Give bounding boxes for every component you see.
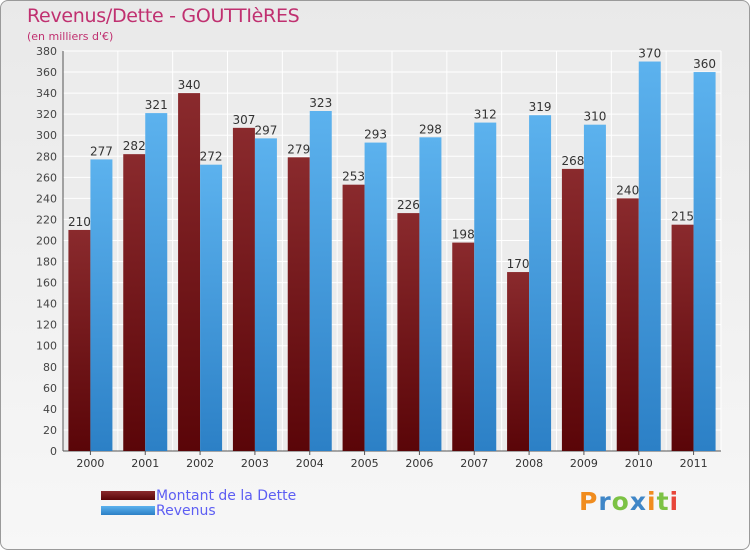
data-label-revenue: 323 bbox=[309, 96, 332, 110]
bar-debt bbox=[616, 198, 639, 451]
bar-revenue bbox=[364, 142, 387, 451]
y-tick-label: 80 bbox=[43, 361, 57, 374]
y-tick-label: 360 bbox=[36, 66, 57, 79]
bar-debt bbox=[68, 229, 91, 451]
data-label-revenue: 321 bbox=[145, 98, 168, 112]
bar-debt bbox=[397, 213, 420, 451]
data-label-revenue: 310 bbox=[583, 110, 606, 124]
chart-subtitle: (en milliers d'€) bbox=[27, 30, 114, 43]
data-label-revenue: 297 bbox=[254, 123, 277, 137]
bar-debt bbox=[561, 168, 584, 452]
legend-swatch-revenue bbox=[101, 506, 155, 515]
legend-label-debt: Montant de la Dette bbox=[156, 488, 297, 504]
bar-revenue bbox=[529, 115, 552, 452]
bar-debt bbox=[232, 127, 255, 451]
y-tick-label: 220 bbox=[36, 213, 57, 226]
y-tick-label: 160 bbox=[36, 277, 57, 290]
y-tick-label: 340 bbox=[36, 87, 57, 100]
bar-debt bbox=[178, 93, 201, 452]
bar-debt bbox=[123, 154, 146, 451]
x-tick-label: 2006 bbox=[405, 457, 433, 470]
bar-revenue bbox=[200, 164, 223, 451]
y-tick-label: 260 bbox=[36, 171, 57, 184]
bar-revenue bbox=[90, 159, 113, 451]
bar-revenue bbox=[693, 72, 716, 451]
y-tick-label: 320 bbox=[36, 108, 57, 121]
x-tick-label: 2002 bbox=[186, 457, 214, 470]
logo-letter: i bbox=[669, 487, 680, 516]
y-tick-label: 0 bbox=[50, 445, 57, 458]
x-tick-label: 2000 bbox=[76, 457, 104, 470]
bar-revenue bbox=[254, 138, 277, 452]
y-tick-label: 240 bbox=[36, 192, 57, 205]
bar-revenue bbox=[474, 122, 497, 451]
chart-title: Revenus/Dette - GOUTTIèRES bbox=[27, 5, 300, 27]
data-label-debt: 226 bbox=[397, 198, 420, 212]
data-label-revenue: 360 bbox=[693, 57, 716, 71]
data-label-debt: 240 bbox=[616, 183, 639, 197]
data-label-debt: 307 bbox=[232, 113, 255, 127]
y-tick-label: 180 bbox=[36, 256, 57, 269]
y-tick-label: 100 bbox=[36, 340, 57, 353]
y-tick-label: 60 bbox=[43, 382, 57, 395]
bar-debt bbox=[287, 157, 310, 451]
bar-debt bbox=[507, 272, 530, 451]
logo-letter: P bbox=[579, 487, 599, 516]
bar-revenue bbox=[583, 124, 606, 452]
logo-letter: x bbox=[629, 487, 647, 516]
legend-swatch-debt bbox=[101, 491, 155, 500]
y-tick-label: 20 bbox=[43, 424, 57, 437]
logo-letter: o bbox=[611, 487, 630, 516]
y-tick-label: 40 bbox=[43, 403, 57, 416]
data-label-revenue: 277 bbox=[90, 144, 113, 158]
logo-letter: r bbox=[598, 487, 612, 516]
bar-revenue bbox=[309, 111, 332, 451]
x-tick-label: 2009 bbox=[570, 457, 598, 470]
y-tick-label: 380 bbox=[36, 45, 57, 58]
x-tick-label: 2011 bbox=[680, 457, 708, 470]
data-label-debt: 282 bbox=[123, 139, 146, 153]
y-tick-label: 120 bbox=[36, 319, 57, 332]
data-label-debt: 198 bbox=[452, 228, 475, 242]
data-label-revenue: 293 bbox=[364, 128, 387, 142]
x-tick-label: 2003 bbox=[241, 457, 269, 470]
x-tick-label: 2007 bbox=[460, 457, 488, 470]
y-tick-label: 280 bbox=[36, 150, 57, 163]
data-label-debt: 210 bbox=[68, 215, 91, 229]
x-tick-label: 2004 bbox=[296, 457, 324, 470]
data-label-debt: 279 bbox=[287, 142, 310, 156]
proxiti-logo: Proxiti bbox=[579, 487, 679, 516]
bar-debt bbox=[671, 224, 694, 451]
data-label-debt: 268 bbox=[561, 154, 584, 168]
bar-revenue bbox=[419, 137, 442, 451]
legend-label-revenue: Revenus bbox=[156, 503, 216, 519]
data-label-debt: 253 bbox=[342, 170, 365, 184]
bar-debt bbox=[452, 242, 475, 451]
data-label-revenue: 272 bbox=[200, 150, 223, 164]
bar-revenue bbox=[638, 61, 661, 452]
x-tick-label: 2005 bbox=[351, 457, 379, 470]
y-tick-label: 300 bbox=[36, 129, 57, 142]
data-label-debt: 170 bbox=[507, 257, 530, 271]
data-label-debt: 340 bbox=[178, 78, 201, 92]
logo-letter: t bbox=[656, 487, 670, 516]
bar-revenue bbox=[145, 113, 168, 452]
data-label-revenue: 370 bbox=[638, 47, 661, 61]
data-label-revenue: 298 bbox=[419, 122, 442, 136]
x-tick-label: 2008 bbox=[515, 457, 543, 470]
data-label-revenue: 319 bbox=[529, 100, 552, 114]
y-tick-label: 140 bbox=[36, 298, 57, 311]
x-tick-label: 2010 bbox=[625, 457, 653, 470]
data-label-revenue: 312 bbox=[474, 108, 497, 122]
bar-debt bbox=[342, 184, 365, 451]
logo-letter: i bbox=[647, 487, 657, 516]
y-tick-label: 200 bbox=[36, 234, 57, 247]
x-tick-label: 2001 bbox=[131, 457, 159, 470]
data-label-debt: 215 bbox=[671, 210, 694, 224]
